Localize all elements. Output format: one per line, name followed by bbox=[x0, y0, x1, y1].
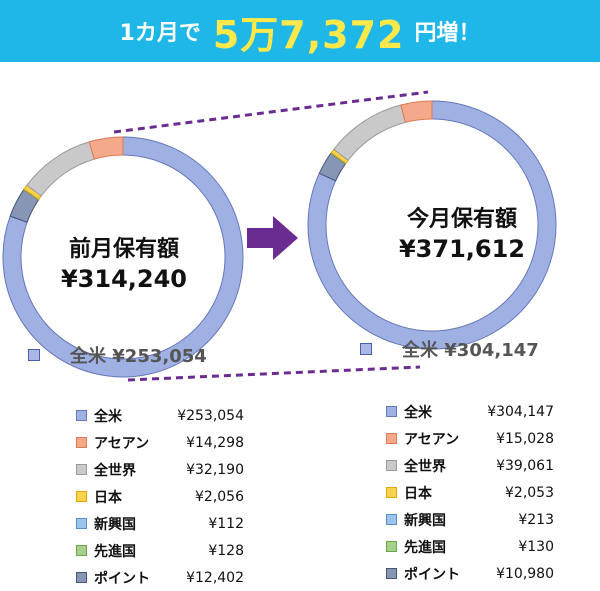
donut-charts bbox=[2, 90, 557, 382]
legend-row: 全世界 ¥39,061 bbox=[386, 452, 554, 479]
prev-legend: 全米 ¥253,054 アセアン ¥14,298 全世界 ¥32,190 日本 ¥2,056 新… bbox=[76, 402, 244, 591]
legend-value: ¥32,190 bbox=[186, 461, 244, 478]
legend-row: 新興国 ¥213 bbox=[386, 506, 554, 533]
legend-row: 日本 ¥2,053 bbox=[386, 479, 554, 506]
legend-swatch bbox=[386, 541, 397, 552]
legend-swatch bbox=[76, 518, 87, 529]
legend-name: 新興国 bbox=[94, 516, 136, 533]
legend-row: 先進国 ¥130 bbox=[386, 533, 554, 560]
arrow-right-icon bbox=[247, 216, 298, 260]
prev-callout: 全米 ¥253,054 bbox=[28, 342, 207, 368]
legend-value: ¥253,054 bbox=[177, 407, 244, 424]
donut-slice bbox=[2, 136, 244, 378]
legend-row: 日本 ¥2,056 bbox=[76, 483, 244, 510]
donut-slice bbox=[333, 104, 406, 162]
curr-total-title: 今月保有額 bbox=[406, 207, 517, 232]
callout-swatch bbox=[28, 349, 40, 361]
legend-value: ¥304,147 bbox=[487, 403, 554, 420]
legend-name: 日本 bbox=[404, 485, 432, 502]
donut-slice bbox=[307, 100, 557, 350]
legend-swatch bbox=[386, 487, 397, 498]
prev-total-title: 前月保有額 bbox=[68, 237, 179, 262]
legend-name: 全米 bbox=[94, 408, 122, 425]
curr-total-value: ¥371,612 bbox=[398, 234, 525, 263]
legend-name: 新興国 bbox=[404, 512, 446, 529]
legend-swatch bbox=[76, 464, 87, 475]
legend-value: ¥15,028 bbox=[496, 430, 554, 447]
legend-value: ¥2,056 bbox=[195, 488, 244, 505]
legend-swatch bbox=[76, 572, 87, 583]
legend-swatch bbox=[76, 491, 87, 502]
legend-value: ¥112 bbox=[208, 515, 244, 532]
legend-name: アセアン bbox=[94, 435, 150, 452]
donut-slice bbox=[26, 141, 95, 197]
legend-name: 全世界 bbox=[94, 462, 136, 479]
legend-value: ¥10,980 bbox=[496, 565, 554, 582]
legend-value: ¥14,298 bbox=[186, 434, 244, 451]
curr-callout: 全米 ¥304,147 bbox=[360, 336, 539, 362]
legend-swatch bbox=[386, 514, 397, 525]
header-amount: 5万7,372 bbox=[212, 12, 405, 57]
prev-total-value: ¥314,240 bbox=[60, 264, 187, 293]
header-suffix: 円増！ bbox=[414, 21, 481, 46]
legend-swatch bbox=[76, 545, 87, 556]
legend-swatch bbox=[386, 406, 397, 417]
legend-row: ポイント ¥10,980 bbox=[386, 560, 554, 587]
legend-swatch bbox=[386, 433, 397, 444]
curr-legend: 全米 ¥304,147 アセアン ¥15,028 全世界 ¥39,061 日本 ¥2,053 新… bbox=[386, 398, 554, 587]
legend-name: 全米 bbox=[404, 404, 432, 421]
legend-row: 全米 ¥253,054 bbox=[76, 402, 244, 429]
legend-value: ¥39,061 bbox=[496, 457, 554, 474]
zoom-line-top bbox=[113, 90, 429, 134]
curr-callout-text: 全米 ¥304,147 bbox=[402, 340, 539, 361]
legend-name: 先進国 bbox=[404, 539, 446, 556]
legend-swatch bbox=[386, 568, 397, 579]
legend-row: 先進国 ¥128 bbox=[76, 537, 244, 564]
legend-swatch bbox=[76, 410, 87, 421]
curr-total-label: 今月保有額 ¥371,612 bbox=[372, 206, 552, 264]
prev-total-label: 前月保有額 ¥314,240 bbox=[38, 236, 210, 294]
zoom-line-bottom bbox=[127, 365, 421, 382]
header-banner: 1カ月で 5万7,372 円増！ bbox=[0, 0, 600, 62]
legend-row: アセアン ¥15,028 bbox=[386, 425, 554, 452]
callout-swatch bbox=[360, 343, 372, 355]
legend-row: アセアン ¥14,298 bbox=[76, 429, 244, 456]
donut-slice bbox=[400, 100, 433, 124]
legend-name: アセアン bbox=[404, 431, 460, 448]
legend-row: 全米 ¥304,147 bbox=[386, 398, 554, 425]
legend-value: ¥130 bbox=[518, 538, 554, 555]
legend-value: ¥2,053 bbox=[505, 484, 554, 501]
legend-swatch bbox=[76, 437, 87, 448]
legend-value: ¥128 bbox=[208, 542, 244, 559]
legend-swatch bbox=[386, 460, 397, 471]
legend-value: ¥213 bbox=[518, 511, 554, 528]
legend-name: 先進国 bbox=[94, 543, 136, 560]
legend-name: ポイント bbox=[94, 570, 150, 587]
legend-row: 新興国 ¥112 bbox=[76, 510, 244, 537]
legend-value: ¥12,402 bbox=[186, 569, 244, 586]
donut-slice bbox=[88, 136, 124, 160]
legend-name: 日本 bbox=[94, 489, 122, 506]
legend-row: ポイント ¥12,402 bbox=[76, 564, 244, 591]
legend-row: 全世界 ¥32,190 bbox=[76, 456, 244, 483]
legend-name: 全世界 bbox=[404, 458, 446, 475]
legend-name: ポイント bbox=[404, 566, 460, 583]
header-prefix: 1カ月で bbox=[119, 21, 201, 46]
prev-callout-text: 全米 ¥253,054 bbox=[70, 346, 207, 367]
